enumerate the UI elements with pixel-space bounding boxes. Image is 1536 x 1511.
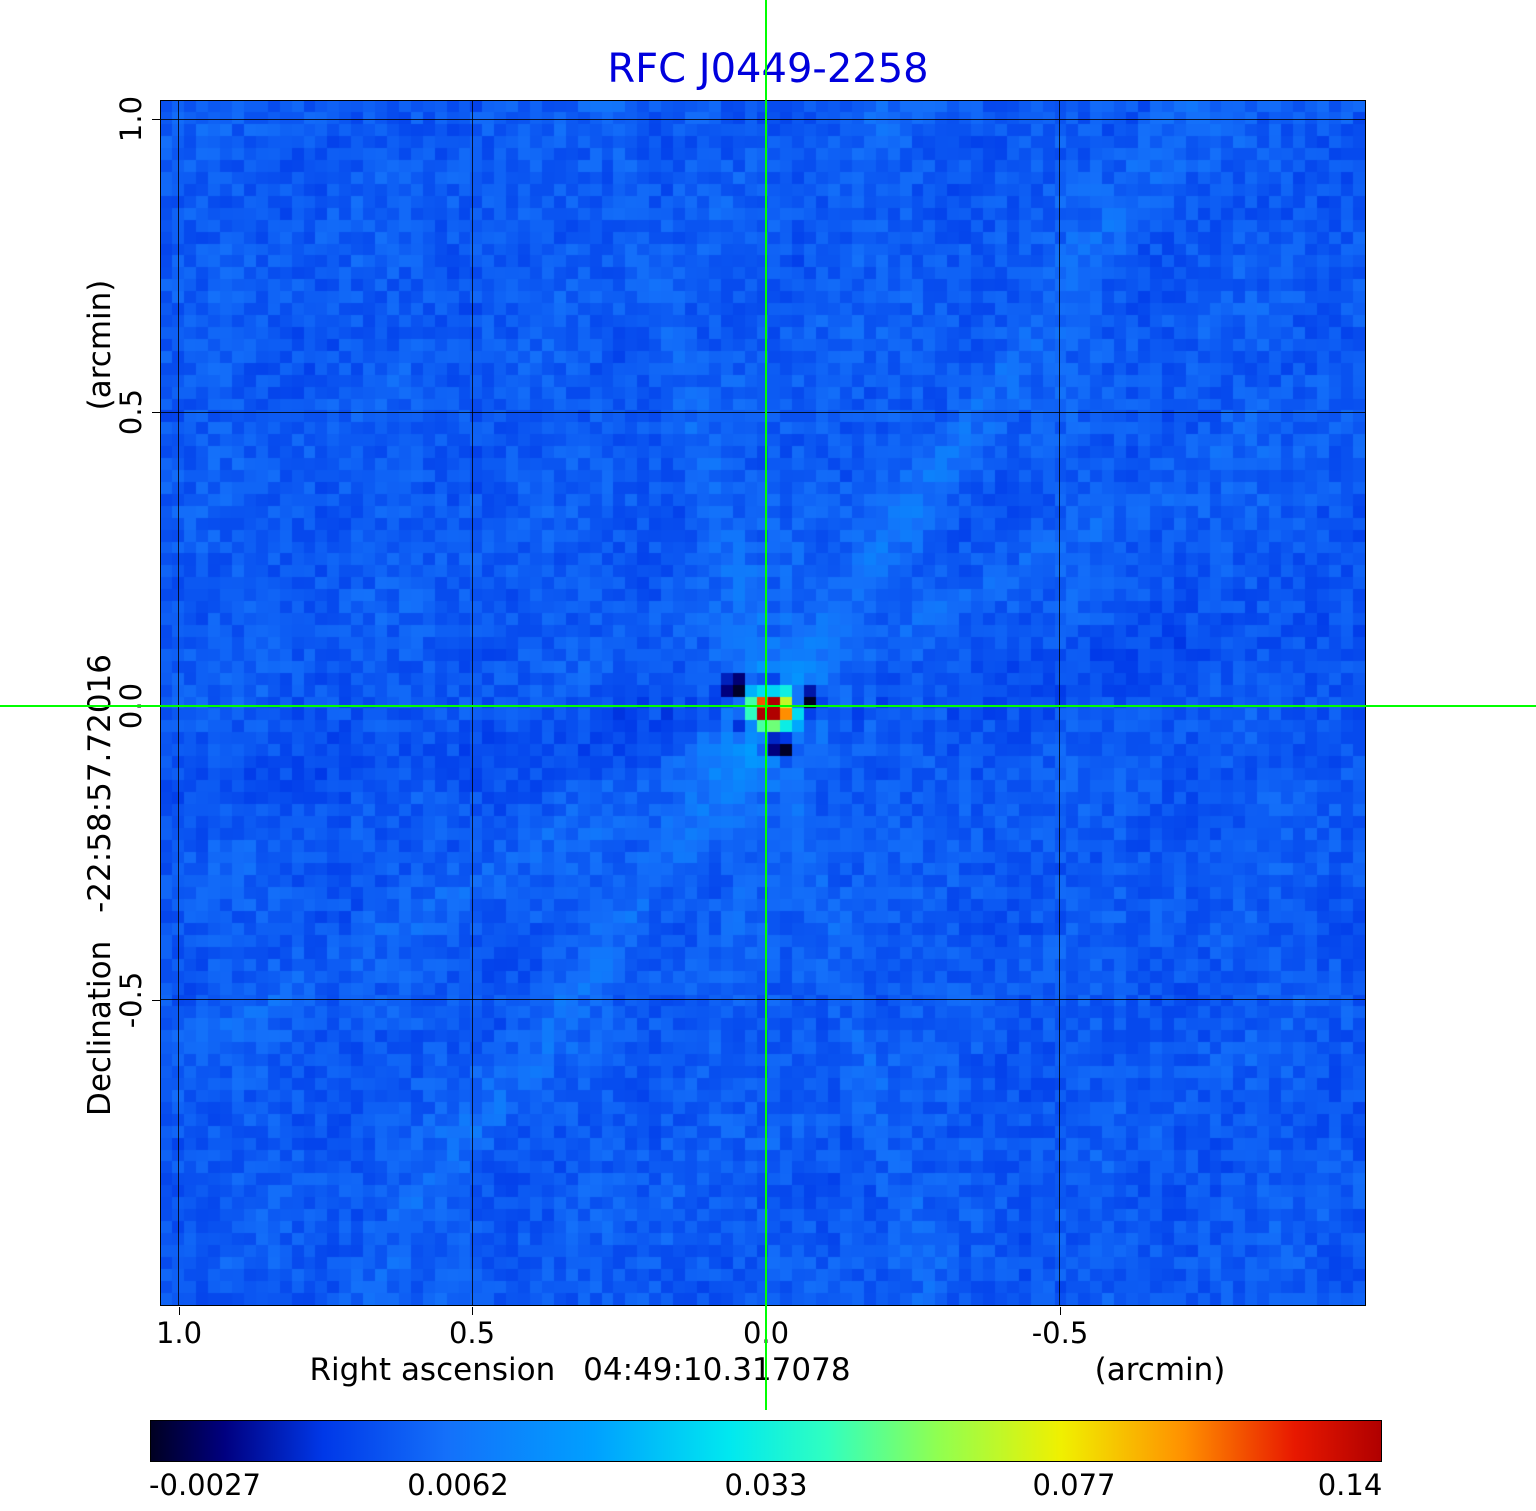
y-axis-tick (152, 412, 160, 413)
y-tick-label: -0.5 (114, 971, 148, 1029)
colorbar-tick-label: -0.0027 (149, 1468, 261, 1502)
x-axis-unit-label: (arcmin) (1094, 1352, 1226, 1388)
y-axis-tick (152, 119, 160, 120)
x-axis-tick (472, 1307, 473, 1315)
grid-line-h (161, 412, 1365, 413)
y-axis-unit-label: (arcmin) (82, 279, 118, 411)
y-tick-label: 1.0 (114, 95, 148, 143)
grid-line-v (178, 101, 179, 1305)
colorbar-tick-label: 0.14 (1317, 1468, 1383, 1502)
y-axis-label: Declination -22:58:57.72016 (82, 654, 118, 1116)
y-axis-value: -22:58:57.72016 (82, 653, 118, 913)
colorbar-tick-label: 0.033 (724, 1468, 808, 1502)
y-axis-tick (152, 1000, 160, 1001)
grid-line-v (472, 101, 473, 1305)
colorbar-tick-label: 0.0062 (407, 1468, 509, 1502)
figure-title: RFC J0449-2258 (607, 46, 929, 92)
grid-line-h (161, 999, 1365, 1000)
grid-line-h (161, 119, 1365, 120)
x-axis-tick (1060, 1307, 1061, 1315)
crosshair-horizontal-line (0, 705, 1536, 707)
x-axis-name: Right ascension (309, 1352, 556, 1388)
x-axis-label: Right ascension 04:49:10.317078 (309, 1352, 850, 1388)
y-tick-label: 0.5 (114, 388, 148, 436)
grid-line-v (1059, 101, 1060, 1305)
colorbar (150, 1420, 1382, 1462)
y-axis-name: Declination (82, 940, 118, 1117)
x-axis-value: 04:49:10.317078 (583, 1352, 851, 1388)
plot-area (160, 100, 1366, 1306)
colorbar-tick-label: 0.077 (1032, 1468, 1116, 1502)
x-tick-label: -0.5 (1031, 1316, 1089, 1350)
x-tick-label: 0.5 (448, 1316, 496, 1350)
x-tick-label: 1.0 (155, 1316, 203, 1350)
radio-map-canvas (161, 101, 1365, 1305)
x-axis-tick (179, 1307, 180, 1315)
